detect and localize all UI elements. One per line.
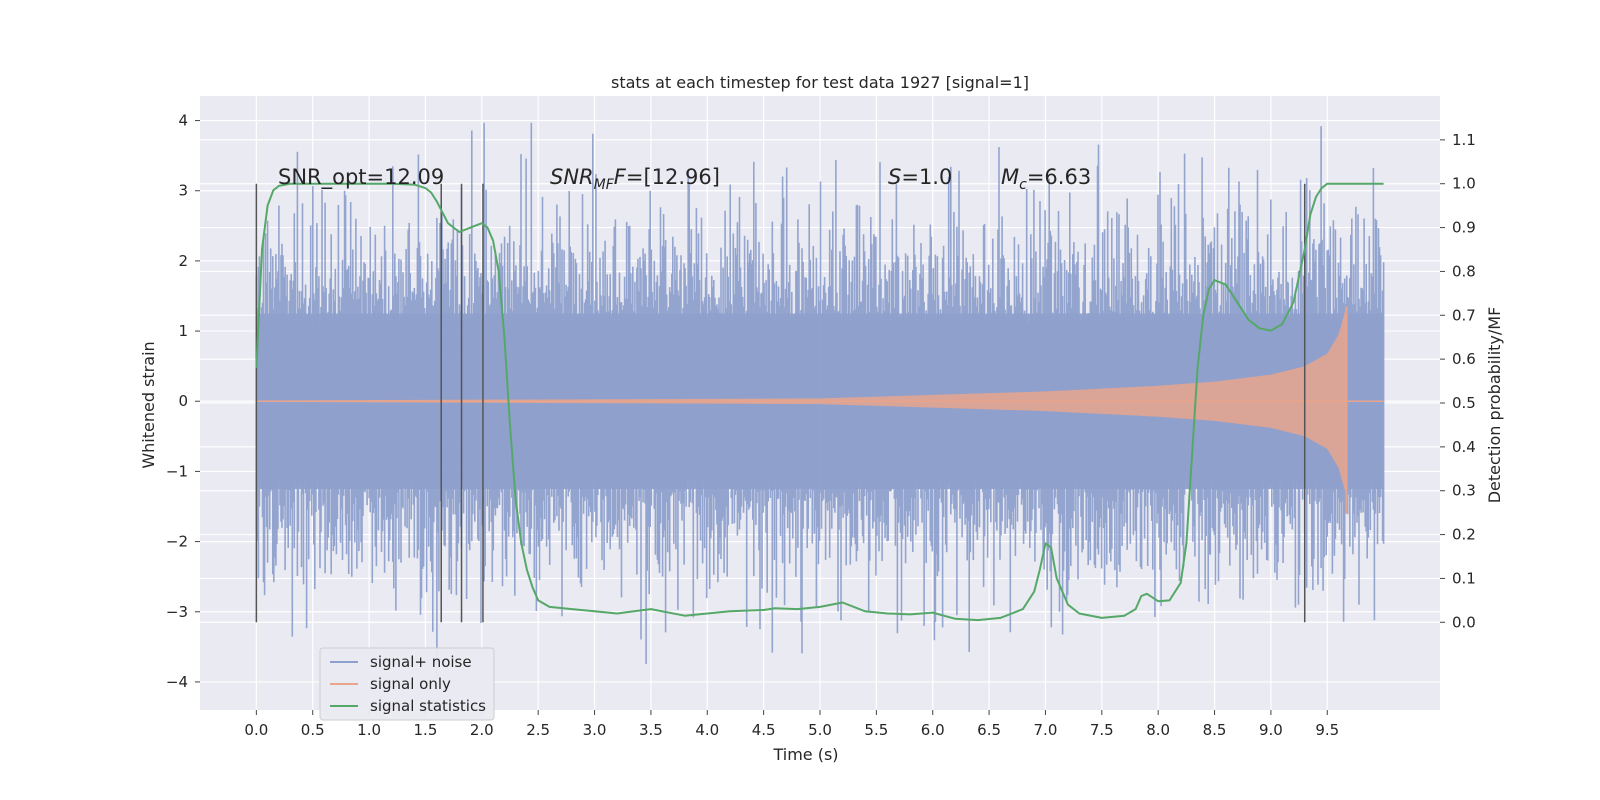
x-tick-label: 6.0 [921,721,945,739]
y-tick-label: −1 [166,462,188,480]
y-tick-label: −4 [166,673,188,691]
x-tick-label: 4.0 [695,721,719,739]
legend-box [319,647,495,721]
right-y-axis-label: Detection probability/MF [1485,307,1504,504]
x-tick-label: 5.0 [808,721,832,739]
x-tick-label: 1.0 [357,721,381,739]
y-tick-label: 4 [178,112,188,130]
right-y-tick-label: 1.1 [1452,131,1476,149]
y-axis-label: Whitened strain [139,341,158,468]
x-tick-label: 9.0 [1259,721,1283,739]
x-tick-label: 9.5 [1315,721,1339,739]
y-tick-label: −2 [166,533,188,551]
right-y-tick-label: 0.5 [1452,394,1476,412]
legend-label-signal-only: signal only [370,675,451,693]
x-tick-label: 7.5 [1090,721,1114,739]
right-y-tick-label: 0.3 [1452,482,1476,500]
right-y-tick-label: 0.7 [1452,306,1476,324]
legend-label-signal-statistics: signal statistics [370,697,486,715]
series-signal-only [256,306,1384,514]
x-tick-label: 3.5 [639,721,663,739]
x-tick-label: 3.0 [583,721,607,739]
y-tick-label: −3 [166,603,188,621]
y-axis-ticks: 4 3 2 1 0 −1 −2 −3 −4 [166,112,200,691]
x-tick-label: 0.0 [244,721,268,739]
right-y-axis-ticks: 1.1 1.0 0.9 0.8 0.7 0.6 0.5 0.4 0.3 0.2 0.1 0.0 [1440,131,1476,631]
statistics-line [255,182,1384,622]
right-y-tick-label: 0.0 [1452,613,1476,631]
right-y-tick-label: 0.9 [1452,219,1476,237]
right-y-tick-label: 0.1 [1452,569,1476,587]
x-axis-ticks: 0.0 0.5 1.0 1.5 2.0 2.5 3.0 3.5 4.0 4.5 5.0 5.5 6.0 6… [244,710,1339,739]
x-tick-label: 8.0 [1146,721,1170,739]
vertical-markers [255,183,1306,623]
right-y-tick-label: 0.4 [1452,438,1476,456]
legend: signal+ noise signal only signal statist… [319,647,495,721]
x-tick-label: 0.5 [301,721,325,739]
right-y-tick-label: 0.6 [1452,350,1476,368]
right-y-tick-label: 0.8 [1452,262,1476,280]
chart-title: stats at each timestep for test data 192… [611,73,1029,92]
right-y-tick-label: 1.0 [1452,175,1476,193]
series-signal-statistics [255,182,1384,622]
annotation-snr-opt: SNR_opt=12.09 [278,165,444,190]
x-tick-label: 7.0 [1034,721,1058,739]
annotation-snr-mf: SNRMFF=[12.96] [550,165,720,193]
annotation-s: S=1.0 [888,165,952,189]
y-tick-label: 3 [178,182,188,200]
x-tick-label: 1.5 [414,721,438,739]
y-tick-label: 2 [178,252,188,270]
x-tick-label: 2.0 [470,721,494,739]
right-y-tick-label: 0.2 [1452,526,1476,544]
x-tick-label: 8.5 [1203,721,1227,739]
x-tick-label: 5.5 [864,721,888,739]
x-tick-label: 6.5 [977,721,1001,739]
x-tick-label: 2.5 [526,721,550,739]
y-tick-label: 0 [178,392,188,410]
x-tick-label: 4.5 [752,721,776,739]
annotation-mc: Mc=6.63 [1001,165,1091,193]
legend-label-signal-plus-noise: signal+ noise [370,653,472,671]
y-tick-label: 1 [178,322,188,340]
x-axis-label: Time (s) [772,745,838,764]
